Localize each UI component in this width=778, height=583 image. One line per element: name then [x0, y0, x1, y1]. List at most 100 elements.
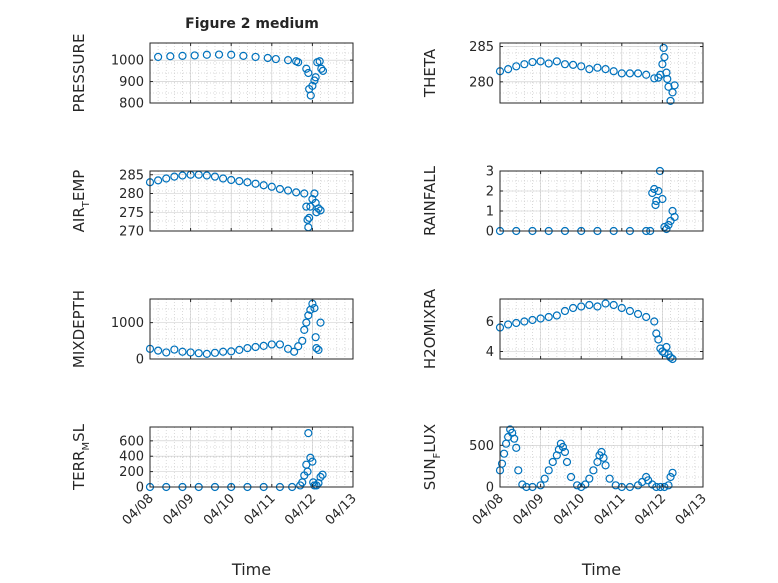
subplot-6: 4 6 H2OMIXRA	[421, 288, 704, 369]
data-point	[300, 189, 309, 198]
data-point	[202, 349, 211, 359]
data-point	[303, 467, 312, 476]
data-point	[589, 466, 598, 475]
y-tick-label: 275	[119, 206, 144, 221]
axis-box	[499, 298, 704, 360]
data-point	[202, 171, 211, 180]
data-point	[290, 347, 299, 356]
data-point	[528, 57, 537, 67]
data-point	[178, 51, 187, 60]
axis-box	[149, 426, 354, 488]
y-tick-label: 285	[469, 40, 494, 55]
data-point	[644, 476, 653, 485]
data-point	[585, 65, 594, 74]
subplot-2: 280 285 THETA	[421, 40, 704, 105]
data-point	[243, 343, 252, 353]
y-tick-label: 200	[119, 465, 144, 480]
data-point	[617, 303, 626, 313]
data-point	[659, 43, 668, 53]
data-point	[633, 309, 643, 319]
data-point	[662, 224, 671, 234]
subplot-5: 0 1000 MIXDEPTH	[70, 290, 354, 368]
data-point	[651, 200, 660, 210]
series	[154, 50, 328, 100]
data-point	[170, 345, 179, 354]
subplot-3: 270 275 280 285 AIRTEMP	[70, 168, 354, 240]
y-tick-label: 600	[119, 434, 144, 449]
data-point	[275, 184, 285, 194]
data-point	[318, 470, 327, 479]
y-tick-label: 0	[486, 481, 494, 496]
data-point	[194, 349, 203, 358]
data-point	[664, 481, 673, 490]
data-point	[316, 318, 325, 327]
data-point	[536, 314, 545, 323]
data-point	[166, 52, 175, 61]
y-axis-label: AIRTEMP	[70, 170, 92, 233]
y-label-subscript: M	[81, 442, 92, 451]
y-tick-label: 0	[136, 481, 144, 496]
y-axis-label: THETA	[421, 48, 439, 98]
data-point	[654, 186, 663, 196]
y-tick-label: 900	[119, 75, 144, 90]
data-point	[577, 62, 586, 71]
data-point	[660, 53, 669, 62]
y-axis-label: PRESSURE	[70, 34, 88, 113]
data-point	[243, 178, 252, 187]
data-point	[306, 453, 315, 462]
data-point	[275, 340, 285, 349]
data-point	[311, 73, 320, 82]
data-point	[316, 206, 325, 215]
data-point	[154, 52, 163, 62]
y-axis-label: H2OMIXRA	[421, 288, 439, 369]
data-point	[601, 65, 610, 74]
data-point	[650, 74, 659, 83]
data-point	[235, 177, 244, 186]
y-label-main: TERR	[70, 451, 88, 492]
grid	[499, 43, 704, 103]
data-point	[666, 96, 675, 105]
y-tick-label: 1000	[111, 316, 144, 331]
subplot-1: 800 900 1000 PRESSURE	[70, 34, 354, 113]
y-tick-label: 285	[119, 168, 144, 183]
data-point	[302, 64, 311, 73]
data-point	[304, 429, 313, 438]
data-point	[298, 336, 307, 345]
data-point	[292, 188, 301, 197]
data-point	[227, 50, 236, 59]
data-point	[235, 345, 244, 355]
subplot-4: 0 1 2 3 RAINFALL	[421, 165, 704, 240]
series	[495, 43, 679, 105]
data-point	[210, 172, 220, 181]
x-axis-label: Time	[581, 560, 621, 579]
x-tick-label: 04/08	[470, 491, 507, 528]
data-point	[510, 434, 519, 443]
data-point	[544, 312, 553, 322]
data-point	[310, 303, 319, 313]
data-point	[314, 204, 323, 213]
y-label-subscript: F	[432, 452, 443, 458]
data-point	[512, 443, 521, 452]
axis-box	[149, 298, 354, 360]
data-point	[562, 457, 572, 467]
data-point	[178, 171, 187, 180]
data-point	[560, 447, 570, 457]
y-tick-label: 2	[486, 185, 494, 200]
x-tick-label: 04/08	[120, 491, 157, 528]
subplot-8: 0 500 SUNFLUX 04/08 04/09 04/10 04/11 04/12 04/1…	[421, 424, 710, 579]
y-tick-label: 800	[119, 97, 144, 112]
data-point	[560, 306, 570, 316]
x-tick-label: 04/10	[201, 491, 238, 528]
data-point	[609, 300, 618, 310]
x-tick-label: 04/12	[282, 491, 319, 528]
figure-title: Figure 2 medium	[185, 16, 319, 32]
data-point	[283, 56, 293, 65]
y-label-rest: SL	[70, 423, 88, 442]
data-point	[648, 480, 657, 489]
data-point	[548, 457, 557, 467]
data-point	[566, 472, 576, 482]
y-label-main: AIR	[70, 207, 88, 232]
y-label-rest: EMP	[70, 170, 88, 201]
data-point	[536, 481, 545, 490]
